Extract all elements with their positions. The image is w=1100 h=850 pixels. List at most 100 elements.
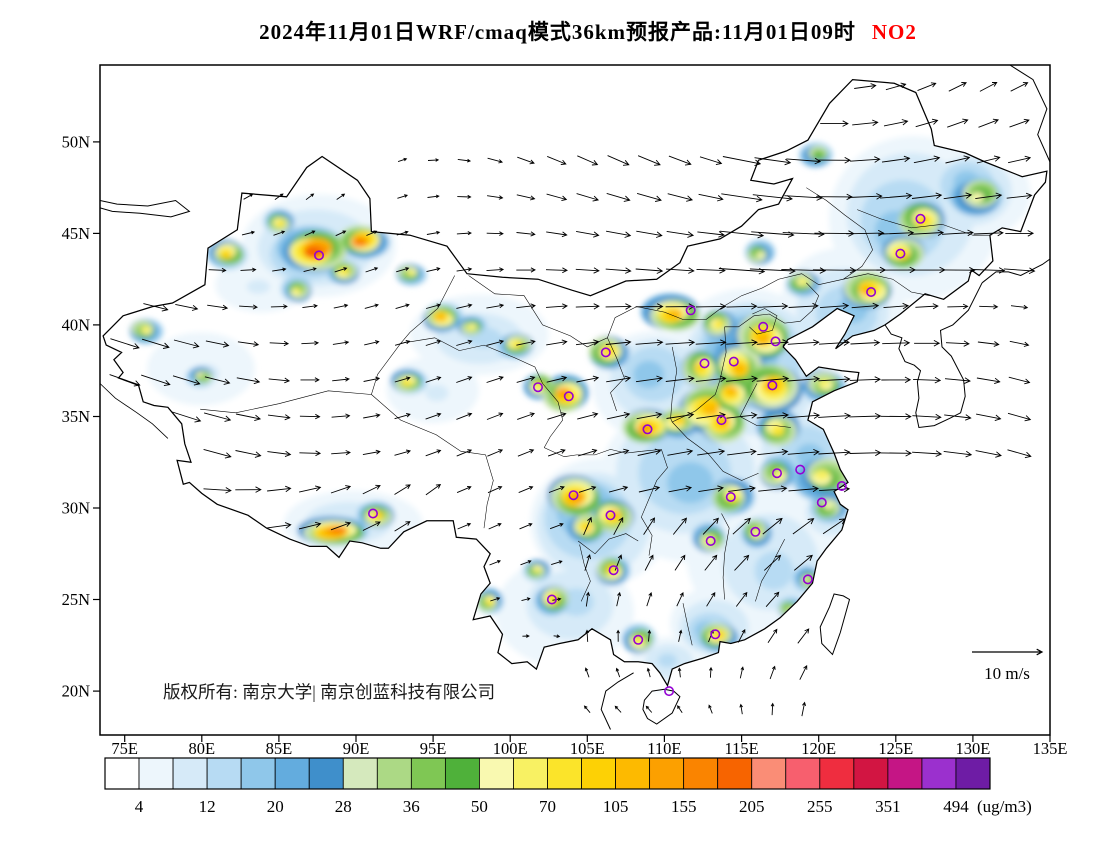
wind-arrow [577, 448, 598, 457]
colorbar-cell [717, 757, 753, 790]
wind-arrow [737, 629, 746, 643]
wind-arrow [702, 517, 719, 535]
lon-label: 130E [955, 739, 990, 758]
wind-arrow [667, 193, 694, 202]
wind-arrow [917, 82, 937, 92]
wind-arrow [141, 338, 170, 349]
city-marker [563, 391, 574, 402]
wind-arrow [486, 231, 504, 236]
province-border [682, 603, 693, 646]
wind-arrow [676, 592, 684, 607]
wind-arrow [757, 448, 789, 456]
colorbar-cell [410, 757, 446, 790]
wind-arrow [203, 487, 232, 494]
wind-arrow [605, 303, 632, 310]
city-marker [532, 382, 543, 393]
wind-arrow [695, 303, 727, 310]
wind-arrow [397, 157, 408, 163]
wind-arrow [517, 156, 535, 165]
wind-arrow [486, 412, 504, 420]
wind-arrow [110, 338, 140, 350]
colorbar-cell [581, 757, 616, 790]
lat-label: 30N [62, 499, 91, 518]
no2-blob [534, 567, 542, 573]
wind-arrow [585, 591, 591, 607]
city-marker [664, 686, 675, 697]
wind-arrow [575, 339, 600, 346]
lat-label: 45N [62, 224, 91, 243]
wind-arrow [299, 413, 321, 420]
province-border [400, 337, 563, 448]
wind-arrow [706, 591, 716, 607]
wind-arrow [614, 554, 623, 571]
wind-arrow [792, 518, 815, 535]
wind-arrow [726, 339, 758, 346]
wind-arrow [488, 522, 502, 530]
page-title: 2024年11月01日WRF/cmaq模式36km预报产品:11月01日09时 N… [38, 16, 1100, 46]
no2-blob [667, 309, 683, 319]
wind-arrow [665, 375, 695, 382]
wind-arrow [848, 193, 883, 200]
wind-arrow [782, 230, 825, 238]
colorbar-border [104, 757, 991, 790]
city-marker [608, 565, 619, 576]
wind-arrow [456, 267, 473, 272]
city-marker [866, 286, 877, 297]
no2-blob [633, 635, 643, 644]
wind-arrow [852, 119, 879, 126]
wind-arrow [1010, 82, 1029, 92]
city-markers [313, 213, 926, 697]
city-marker [710, 629, 721, 640]
wind-arrow [241, 230, 256, 236]
wind-arrow [109, 374, 141, 387]
wind-reference-label: 10 m/s [984, 664, 1030, 683]
wind-arrow [672, 517, 688, 535]
wind-arrow [801, 701, 807, 717]
wind-arrow [547, 448, 566, 457]
wind-arrow [665, 267, 695, 274]
wind-arrow [363, 413, 381, 419]
wind-arrow [235, 413, 262, 422]
wind-arrow [366, 230, 378, 236]
province-border [724, 282, 820, 328]
wind-arrow [237, 341, 260, 347]
wind-arrow [300, 377, 320, 383]
wind-arrow [757, 302, 789, 310]
wind-field [109, 82, 1036, 717]
wind-arrow [698, 485, 724, 493]
wind-arrow [175, 303, 199, 311]
wind-arrow [912, 413, 942, 421]
city-marker [758, 321, 769, 332]
wind-arrow [394, 484, 411, 495]
colorbar-cell [649, 757, 685, 790]
wind-arrow [635, 303, 664, 310]
wind-arrow [520, 560, 532, 566]
province-border [672, 326, 727, 423]
colorbar-cell [785, 757, 821, 790]
wind-arrow [637, 155, 661, 166]
no2-blob [703, 403, 719, 416]
wind-arrow [880, 413, 912, 420]
wind-arrow [575, 303, 600, 310]
city-marker [767, 380, 778, 391]
no2-blob [818, 379, 830, 388]
colorbar-label: 36 [403, 797, 420, 816]
wind-arrow [330, 485, 352, 494]
wind-arrow [677, 667, 682, 678]
wind-arrow [267, 485, 292, 493]
province-border [749, 308, 778, 335]
wind-arrow [818, 339, 851, 346]
wind-arrow [788, 485, 819, 493]
wind-arrow [516, 194, 536, 201]
wind-arrow [546, 231, 568, 238]
wind-arrow [172, 411, 202, 423]
wind-arrow [787, 448, 820, 456]
wind-arrow [698, 193, 724, 202]
wind-arrow [616, 629, 620, 642]
colorbar-cell [308, 757, 344, 790]
wind-arrow [487, 449, 504, 457]
city-marker [802, 574, 813, 585]
map-frame [99, 64, 1051, 736]
wind-arrow [721, 193, 763, 203]
wind-arrow [549, 523, 564, 530]
